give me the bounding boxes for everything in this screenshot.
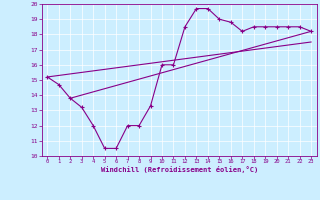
X-axis label: Windchill (Refroidissement éolien,°C): Windchill (Refroidissement éolien,°C) [100, 166, 258, 173]
